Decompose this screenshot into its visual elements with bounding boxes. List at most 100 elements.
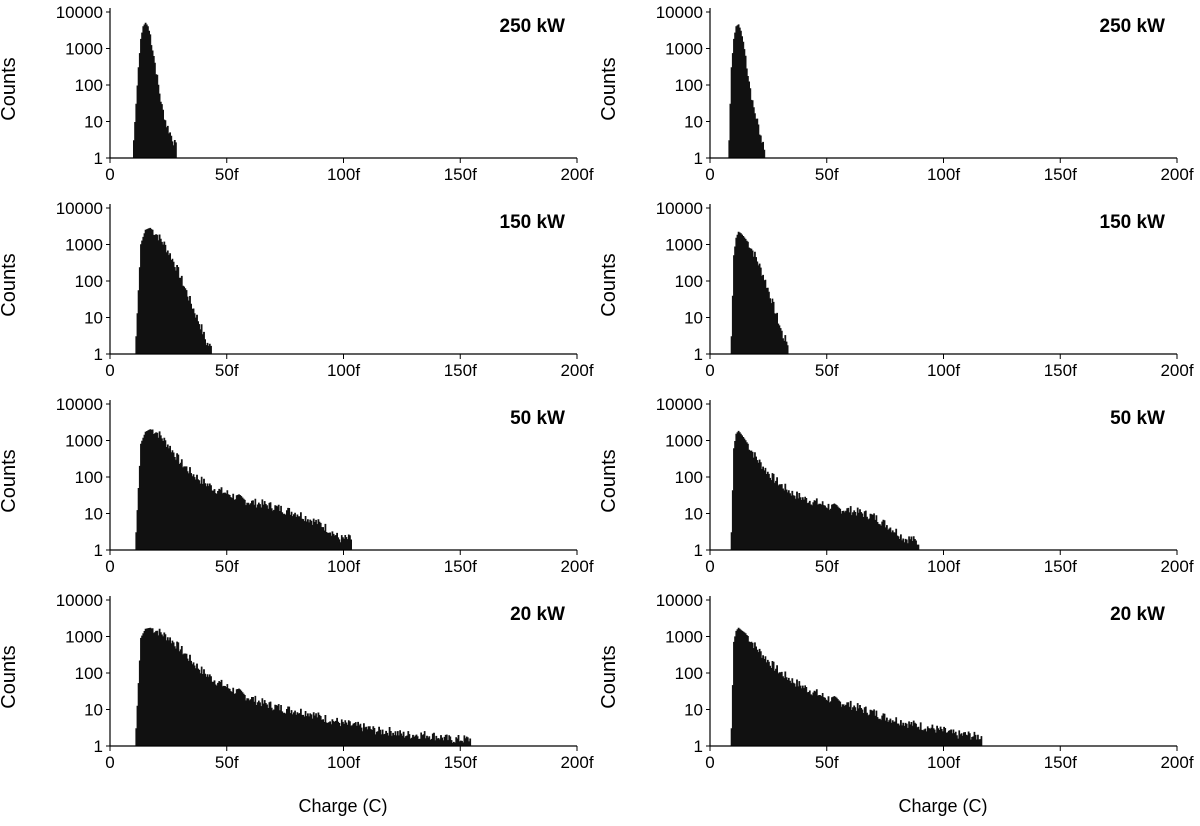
y-tick-label: 10000 — [656, 395, 703, 414]
x-tick-label: 0 — [105, 165, 114, 184]
y-tick-label: 1000 — [665, 40, 703, 59]
x-tick-label: 0 — [705, 361, 714, 380]
y-tick-label: 100 — [75, 272, 103, 291]
histogram-bars — [730, 231, 789, 355]
x-tick-label: 150f — [1044, 165, 1077, 184]
y-tick-label: 10000 — [56, 199, 103, 218]
y-tick-label: 1000 — [665, 432, 703, 451]
y-tick-label: 10 — [84, 701, 103, 720]
y-tick-label: 10 — [84, 113, 103, 132]
y-axis-label: Counts — [598, 645, 620, 708]
y-tick-label: 100 — [675, 76, 703, 95]
x-tick-label: 150f — [444, 557, 477, 576]
histogram-bars — [135, 627, 472, 747]
y-tick-label: 10000 — [56, 3, 103, 22]
y-tick-label: 1 — [694, 149, 703, 168]
x-tick-label: 150f — [444, 165, 477, 184]
y-tick-label: 1000 — [65, 628, 103, 647]
histogram-panel: 0 50f 100f 150f 200f 1 10 100 1000 10000 Counts 20 … — [0, 591, 594, 816]
y-tick-label: 10000 — [656, 199, 703, 218]
x-tick-label: 200f — [1160, 361, 1193, 380]
x-tick-label: 100f — [327, 753, 360, 772]
y-tick-label: 100 — [75, 468, 103, 487]
x-tick-label: 200f — [1160, 557, 1193, 576]
y-tick-label: 1 — [94, 345, 103, 364]
power-label: 20 kW — [510, 604, 565, 625]
y-tick-label: 10 — [84, 309, 103, 328]
histogram-panel: 0 50f 100f 150f 200f 1 10 100 1000 10000 Counts 50 … — [598, 395, 1194, 576]
y-tick-label: 1 — [94, 541, 103, 560]
histogram-panel: 0 50f 100f 150f 200f 1 10 100 1000 10000 Counts 250… — [0, 3, 594, 184]
x-tick-label: 100f — [327, 557, 360, 576]
y-tick-label: 10000 — [656, 591, 703, 610]
x-tick-label: 100f — [927, 557, 960, 576]
histogram-bars — [730, 627, 983, 747]
y-axis-label: Counts — [0, 449, 20, 512]
histogram-bars — [728, 24, 766, 159]
y-tick-label: 1000 — [665, 236, 703, 255]
y-tick-label: 1 — [94, 149, 103, 168]
x-tick-label: 200f — [560, 753, 593, 772]
y-tick-label: 10000 — [56, 591, 103, 610]
x-tick-label: 100f — [327, 361, 360, 380]
x-axis-label: Charge (C) — [898, 796, 987, 816]
y-tick-label: 1000 — [65, 236, 103, 255]
y-axis-label: Counts — [0, 57, 20, 120]
power-label: 150 kW — [500, 212, 566, 233]
x-tick-label: 0 — [705, 557, 714, 576]
y-tick-label: 10 — [684, 701, 703, 720]
histogram-bars — [135, 429, 352, 551]
y-tick-label: 1000 — [65, 432, 103, 451]
x-tick-label: 200f — [560, 557, 593, 576]
x-tick-label: 50f — [215, 753, 239, 772]
x-tick-label: 50f — [815, 753, 839, 772]
x-tick-label: 50f — [815, 165, 839, 184]
x-tick-label: 50f — [815, 557, 839, 576]
x-tick-label: 200f — [1160, 753, 1193, 772]
y-tick-label: 1000 — [65, 40, 103, 59]
x-tick-label: 100f — [927, 165, 960, 184]
power-label: 250 kW — [500, 16, 566, 37]
x-tick-label: 150f — [1044, 361, 1077, 380]
y-tick-label: 100 — [675, 664, 703, 683]
y-axis-label: Counts — [598, 253, 620, 316]
power-label: 50 kW — [510, 408, 565, 429]
y-tick-label: 10000 — [56, 395, 103, 414]
power-label: 20 kW — [1110, 604, 1165, 625]
x-tick-label: 0 — [105, 361, 114, 380]
x-tick-label: 50f — [215, 557, 239, 576]
x-tick-label: 100f — [927, 361, 960, 380]
y-tick-label: 100 — [75, 76, 103, 95]
y-tick-label: 1 — [694, 737, 703, 756]
y-axis-label: Counts — [598, 449, 620, 512]
x-tick-label: 50f — [815, 361, 839, 380]
y-axis-label: Counts — [0, 645, 20, 708]
histogram-panel: 0 50f 100f 150f 200f 1 10 100 1000 10000 Counts 150… — [0, 199, 594, 380]
x-tick-label: 150f — [444, 753, 477, 772]
y-tick-label: 1 — [94, 737, 103, 756]
histogram-panel: 0 50f 100f 150f 200f 1 10 100 1000 10000 Counts 20 … — [598, 591, 1194, 816]
y-tick-label: 10 — [84, 505, 103, 524]
histogram-bars — [133, 22, 177, 159]
x-axis-label: Charge (C) — [298, 796, 387, 816]
x-tick-label: 150f — [444, 361, 477, 380]
x-tick-label: 0 — [705, 165, 714, 184]
x-tick-label: 100f — [327, 165, 360, 184]
y-tick-label: 100 — [75, 664, 103, 683]
y-tick-label: 10 — [684, 309, 703, 328]
x-tick-label: 200f — [560, 165, 593, 184]
histogram-panel: 0 50f 100f 150f 200f 1 10 100 1000 10000 Counts 250… — [598, 3, 1194, 184]
histogram-panel: 0 50f 100f 150f 200f 1 10 100 1000 10000 Counts 50 … — [0, 395, 594, 576]
x-tick-label: 50f — [215, 361, 239, 380]
y-tick-label: 10 — [684, 113, 703, 132]
y-tick-label: 100 — [675, 468, 703, 487]
power-label: 250 kW — [1100, 16, 1166, 37]
x-tick-label: 100f — [927, 753, 960, 772]
power-label: 150 kW — [1100, 212, 1166, 233]
y-tick-label: 1 — [694, 541, 703, 560]
histogram-bars — [135, 227, 212, 355]
y-tick-label: 10 — [684, 505, 703, 524]
y-tick-label: 10000 — [656, 3, 703, 22]
y-tick-label: 1000 — [665, 628, 703, 647]
histogram-bars — [730, 430, 920, 551]
